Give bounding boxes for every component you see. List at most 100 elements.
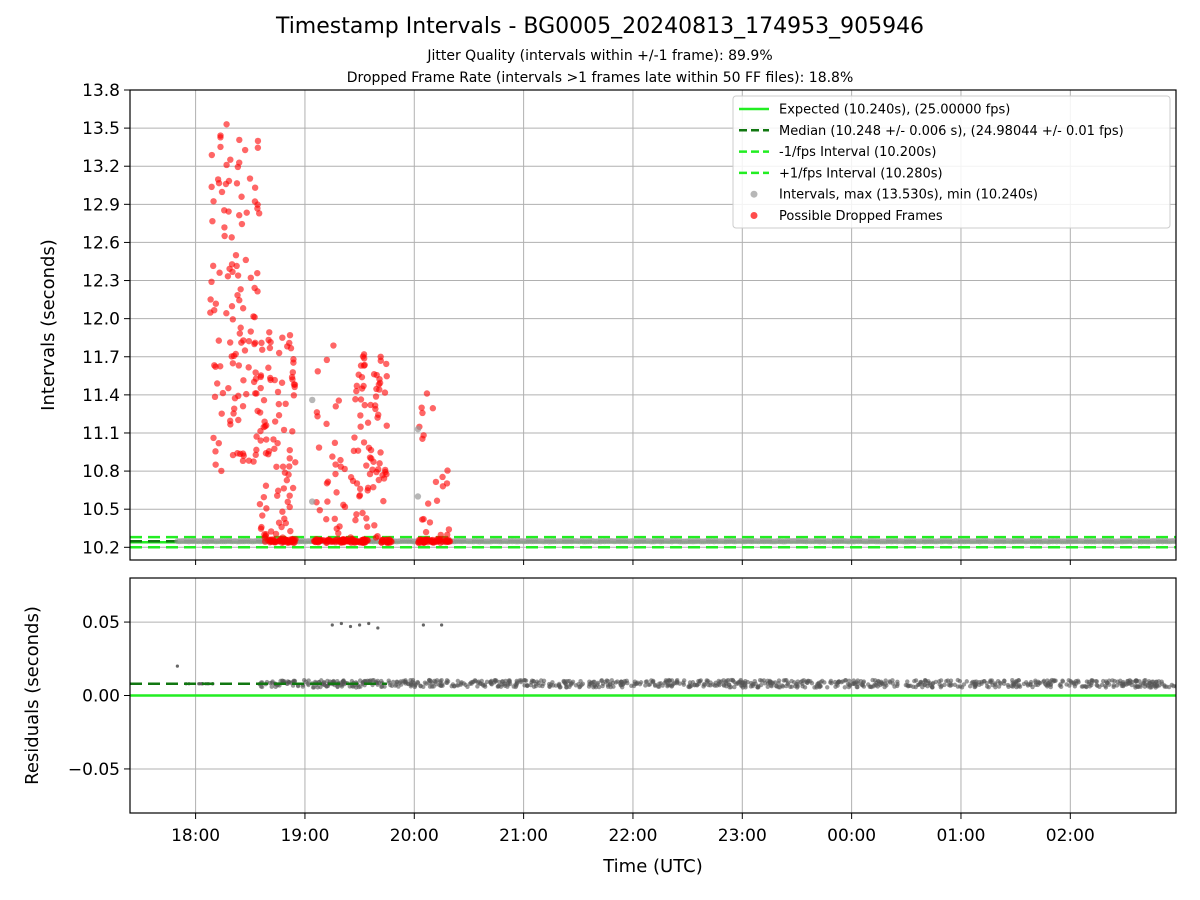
dropped-frame-point xyxy=(247,274,255,281)
residual-point xyxy=(339,621,343,626)
residual-point xyxy=(982,679,987,684)
residual-point xyxy=(599,678,604,684)
residual-point xyxy=(591,685,596,690)
residual-point xyxy=(424,681,429,686)
residual-point xyxy=(784,678,789,683)
residual-point xyxy=(433,679,438,684)
dropped-frame-point xyxy=(375,476,383,484)
residual-point xyxy=(895,683,900,689)
dropped-frame-point xyxy=(210,434,217,442)
dropped-frame-point xyxy=(353,480,361,487)
residual-point xyxy=(376,626,380,630)
residual-point xyxy=(805,678,811,684)
residual-point xyxy=(615,679,620,684)
top-panel: 10.2 10.5 10.8 11.1 11.4 11.7 12.0 12.3 12.6 12.9… xyxy=(38,81,1177,565)
residual-point xyxy=(1089,678,1094,683)
residual-point xyxy=(567,678,572,684)
residual-point xyxy=(1118,678,1123,684)
dropped-frame-point xyxy=(228,234,235,241)
top-ytick-label: 10.8 xyxy=(82,462,120,482)
dropped-frame-point xyxy=(260,423,267,431)
residual-point xyxy=(667,678,673,683)
dropped-frame-point xyxy=(212,448,219,455)
dropped-frame-point xyxy=(360,439,368,446)
dropped-frame-point xyxy=(261,531,268,538)
residual-point xyxy=(1002,678,1007,684)
residual-point xyxy=(942,682,947,688)
dropped-frame-point xyxy=(252,369,259,376)
dropped-frame-point xyxy=(284,498,291,506)
dropped-frame-rate-subtitle: Dropped Frame Rate (intervals >1 frames … xyxy=(346,70,854,86)
residual-point xyxy=(396,684,401,689)
dropped-frame-point xyxy=(282,400,289,408)
legend-label: +1/fps Interval (10.280s) xyxy=(779,166,943,181)
residual-point xyxy=(767,680,773,686)
dropped-frame-point xyxy=(207,296,214,303)
dropped-frame-point xyxy=(219,389,227,397)
residual-point xyxy=(973,681,979,687)
residual-point xyxy=(698,678,703,683)
dropped-frame-point xyxy=(286,446,293,454)
residual-point xyxy=(643,683,648,688)
dropped-frame-point xyxy=(383,536,390,543)
residual-point xyxy=(1106,682,1112,687)
residual-point xyxy=(880,681,885,687)
dropped-frame-point xyxy=(337,463,344,470)
dropped-frame-point xyxy=(273,463,280,470)
dropped-frame-point xyxy=(357,412,364,419)
residual-point xyxy=(541,678,547,684)
dropped-frame-point xyxy=(262,482,270,489)
residual-point xyxy=(418,684,423,689)
dropped-frame-point xyxy=(209,262,217,270)
dropped-frame-point xyxy=(271,445,278,452)
residual-point xyxy=(843,677,849,683)
dropped-frame-point xyxy=(278,379,286,386)
residual-point xyxy=(1006,684,1011,689)
dropped-frame-point xyxy=(263,436,270,443)
residual-point xyxy=(730,678,736,683)
residual-point xyxy=(537,683,542,688)
residual-point xyxy=(745,679,750,685)
dropped-frame-point xyxy=(243,390,250,398)
dropped-frame-point xyxy=(316,506,323,514)
dropped-frame-point xyxy=(272,530,280,538)
dropped-frame-point xyxy=(420,432,427,439)
dropped-frame-point xyxy=(275,349,283,357)
residual-point xyxy=(969,680,975,686)
residual-point xyxy=(890,678,895,683)
dropped-frame-point xyxy=(274,388,282,396)
dropped-frame-point xyxy=(381,466,389,474)
x-axis-label: Time (UTC) xyxy=(602,856,703,877)
residual-point xyxy=(788,684,793,690)
dropped-frame-point xyxy=(254,137,262,145)
residual-point xyxy=(875,678,881,684)
dropped-frame-point xyxy=(266,329,273,336)
dropped-frame-point xyxy=(210,198,217,205)
residual-point xyxy=(341,678,346,683)
residual-point xyxy=(1060,678,1065,683)
legend-label: Possible Dropped Frames xyxy=(779,209,943,224)
residual-point xyxy=(846,678,852,684)
dropped-frame-point xyxy=(221,224,228,231)
residual-point xyxy=(589,681,594,686)
bottom-xtick-label: 02:00 xyxy=(1046,826,1095,846)
dropped-frame-point xyxy=(444,537,451,544)
residual-point xyxy=(829,680,834,686)
bottom-xtick-label: 00:00 xyxy=(827,826,876,846)
residual-point xyxy=(269,684,274,689)
dropped-frame-point xyxy=(228,261,236,268)
bottom-y-axis-label: Residuals (seconds) xyxy=(22,606,43,785)
residual-point xyxy=(780,684,786,689)
residual-point xyxy=(1143,677,1148,683)
dropped-frame-point xyxy=(364,419,372,426)
dropped-frame-point xyxy=(352,516,359,524)
top-axes-frame xyxy=(129,89,1177,561)
residual-point xyxy=(1114,683,1120,688)
dropped-frame-point xyxy=(333,489,340,496)
residual-point xyxy=(421,623,425,627)
residual-point xyxy=(519,678,524,683)
dropped-frame-point xyxy=(279,334,286,341)
dropped-frame-point xyxy=(232,251,240,259)
dropped-frame-point xyxy=(444,467,451,474)
top-ytick-label: 10.2 xyxy=(82,538,120,558)
